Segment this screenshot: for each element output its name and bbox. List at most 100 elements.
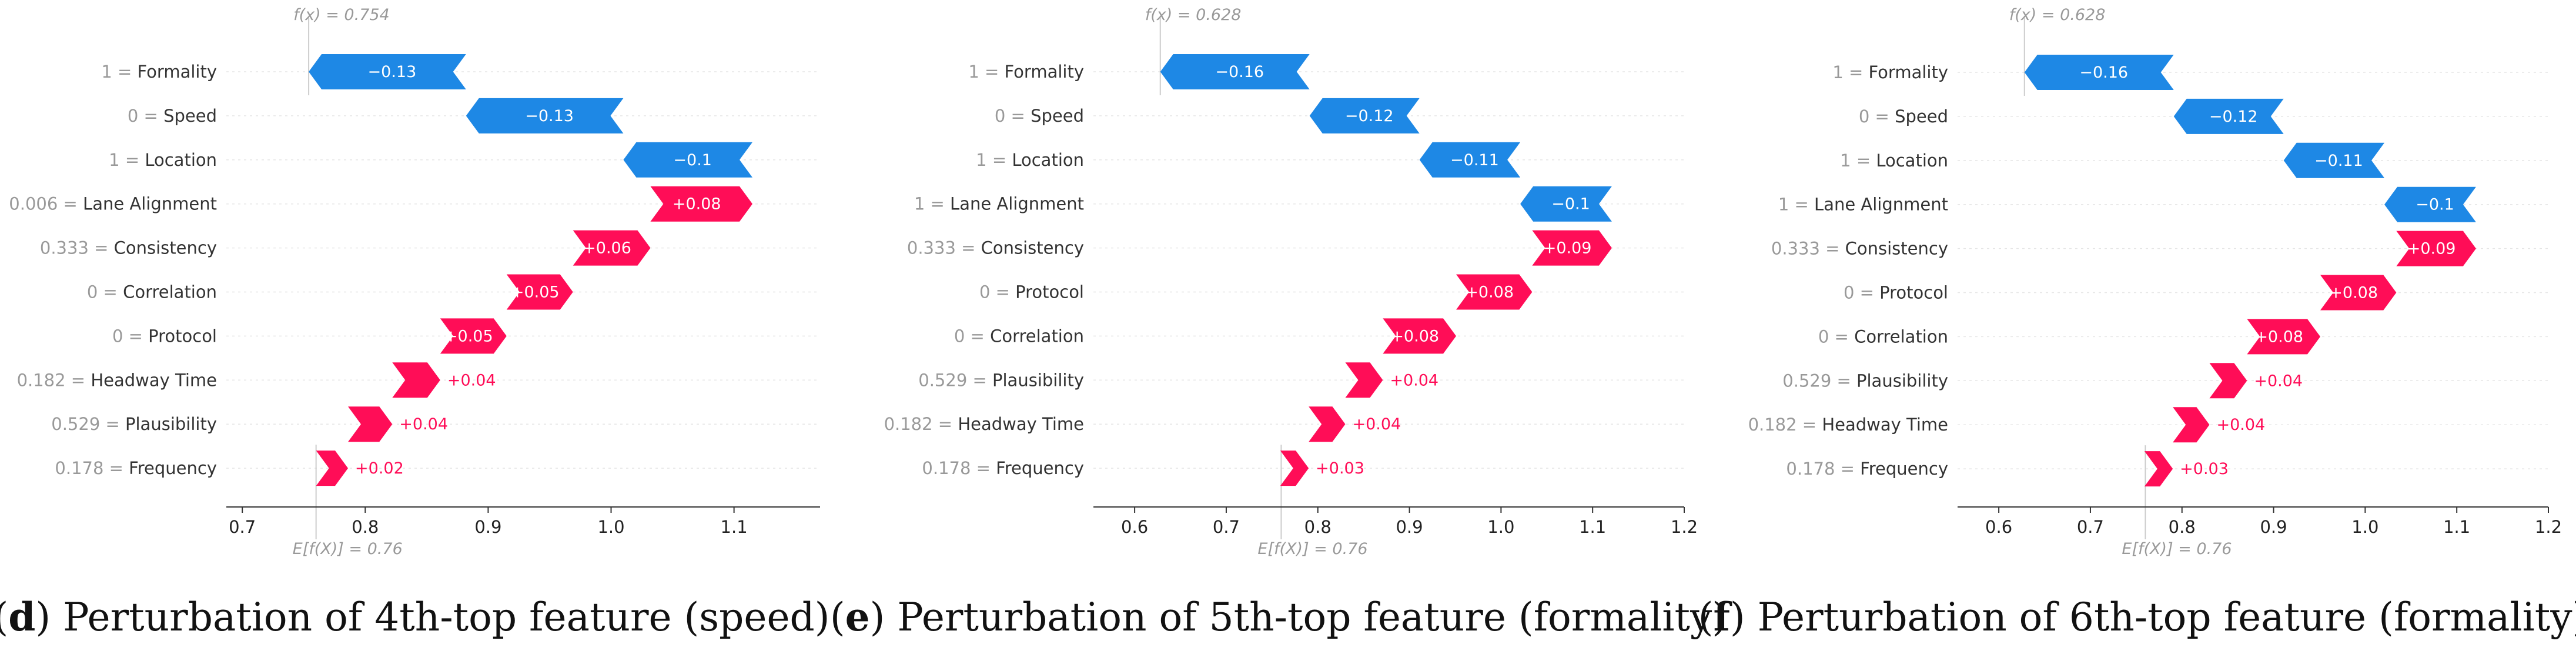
feature-name: Location [1876,151,1948,171]
feature-name: Protocol [1879,283,1948,303]
bar-value-label: −0.16 [1215,63,1264,81]
feature-label: 0 = Speed [128,106,217,126]
feature-label: 0 = Correlation [1818,326,1948,346]
caption-text: ) Perturbation of 5th-top feature (forma… [870,595,1727,640]
feature-label: 1 = Lane Alignment [1778,195,1948,215]
waterfall-bar-consistency [573,230,651,266]
feature-value: 0.529 = [918,370,992,390]
waterfall-bar-consistency [1532,230,1612,266]
feature-label: 1 = Location [109,150,217,170]
feature-value: 0 = [1859,106,1895,126]
feature-value: 0 = [128,106,163,126]
waterfall-bar-location [2283,142,2385,178]
panel-caption: (d) Perturbation of 4th-top feature (spe… [0,594,830,640]
feature-name: Lane Alignment [1814,195,1948,215]
bar-value-label: +0.08 [2329,284,2378,302]
waterfall-bar-headway-time [1309,406,1346,442]
x-tick-label: 1.1 [1579,517,1606,537]
feature-label: 0.333 = Consistency [1771,239,1948,259]
bar-value-label: −0.12 [2209,108,2258,126]
feature-value: 0.178 = [55,458,129,478]
feature-value: 0 = [954,326,990,346]
x-tick-label: 1.2 [1671,517,1698,537]
feature-name: Plausibility [992,370,1084,390]
feature-label: 0.529 = Plausibility [918,370,1084,390]
waterfall-bar-consistency [2396,231,2476,266]
panel-f: −0.16 1 = Formality −0.12 0 = Speed −0.11 1 =… [1698,6,2576,640]
feature-value: 0 = [1818,326,1854,346]
bar-value-label: +0.05 [444,327,493,345]
feature-name: Location [145,150,217,170]
x-tick-label: 0.7 [2077,517,2104,537]
feature-label: 0.333 = Consistency [907,238,1084,258]
x-tick-label: 0.8 [352,517,379,537]
feature-name: Speed [1031,106,1084,126]
feature-label: 0 = Speed [1859,106,1948,126]
prediction-label: f(x) = 0.628 [2009,6,2106,24]
bar-value-label: +0.04 [2216,416,2265,434]
bar-value-label: +0.09 [2407,240,2456,258]
waterfall-bar-formality [309,54,466,89]
feature-name: Consistency [981,238,1084,258]
feature-name: Correlation [123,282,217,302]
feature-name: Headway Time [91,370,217,390]
bar-value-label: −0.1 [1551,195,1590,213]
panel-letter-bold: e [845,594,870,640]
feature-label: 0 = Correlation [87,282,217,302]
feature-name: Location [1012,150,1084,170]
feature-value: 1 = [914,194,950,214]
waterfall-bar-protocol [2320,275,2397,311]
feature-label: 0.006 = Lane Alignment [9,194,217,214]
prediction-label: f(x) = 0.628 [1145,6,1242,24]
feature-name: Protocol [1015,282,1084,302]
feature-label: 1 = Lane Alignment [914,194,1084,214]
waterfall-bar-plausibility [2209,363,2247,399]
bar-value-label: +0.06 [583,239,631,258]
feature-label: 0.178 = Frequency [1786,459,1948,479]
feature-value: 0 = [112,326,148,346]
feature-name: Headway Time [958,414,1084,434]
feature-name: Formality [1005,62,1084,82]
feature-label: 1 = Formality [1832,62,1948,82]
bar-value-label: −0.12 [1345,107,1394,125]
panel-caption: ( e) Perturbation of 5th-top feature (for… [830,594,1727,640]
feature-value: 1 = [1840,151,1876,171]
feature-name: Headway Time [1822,415,1948,435]
feature-value: 0.182 = [884,414,958,434]
panel-caption: (f) Perturbation of 6th-top feature (for… [1698,594,2576,640]
waterfall-bar-lane-alignment [650,186,752,222]
feature-name: Frequency [996,458,1084,478]
bar-value-label: −0.16 [2079,64,2128,82]
feature-name: Consistency [1845,239,1948,259]
waterfall-bar-location [623,142,752,178]
waterfall-bar-headway-time [2173,407,2210,443]
waterfall-bar-frequency [2144,451,2173,487]
bar-value-label: −0.13 [525,107,574,125]
feature-value: 0 = [995,106,1031,126]
waterfall-bar-formality [2024,55,2174,90]
bar-value-label: +0.09 [1543,239,1592,258]
feature-label: 1 = Formality [101,62,217,82]
bar-value-label: +0.04 [447,371,496,389]
feature-label: 1 = Location [976,150,1084,170]
feature-value: 0.178 = [922,458,996,478]
feature-label: 0.182 = Headway Time [1748,415,1948,435]
feature-name: Lane Alignment [950,194,1084,214]
bar-value-label: −0.11 [2314,152,2363,170]
waterfall-bar-frequency [316,451,349,486]
bar-value-label: +0.04 [1352,415,1401,433]
panel-letter: ( [1698,595,1714,640]
x-tick-label: 0.7 [1213,517,1240,537]
bar-value-label: +0.04 [399,415,448,433]
feature-value: 0.182 = [1748,415,1822,435]
x-tick-label: 1.0 [2351,517,2378,537]
bar-value-label: −0.1 [673,151,712,169]
caption-text: ) Perturbation of 6th-top feature (forma… [1730,595,2576,640]
feature-value: 1 = [976,150,1012,170]
feature-value: 0.333 = [1771,239,1845,259]
feature-name: Lane Alignment [83,194,217,214]
waterfall-bar-headway-time [392,362,440,398]
feature-label: 0.529 = Plausibility [1782,371,1948,391]
x-tick-label: 0.7 [229,517,256,537]
